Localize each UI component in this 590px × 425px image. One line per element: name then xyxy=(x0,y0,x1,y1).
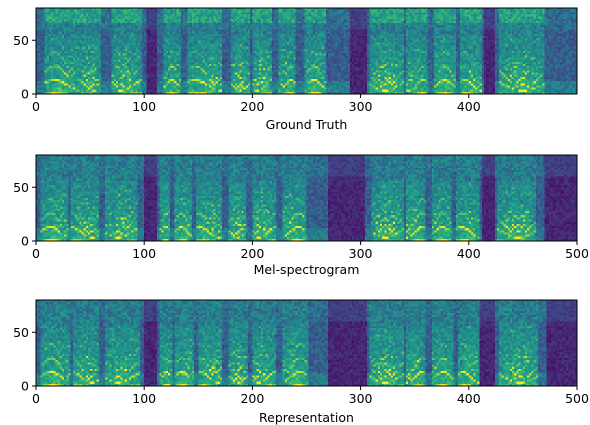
axes-frame xyxy=(35,299,578,387)
axes-frame xyxy=(35,154,578,242)
axes-frame xyxy=(35,7,578,95)
x-tick-label: 200 xyxy=(240,99,264,114)
spectrogram-panel-2: 0 100 200 300 400 500 0 50 Mel-spectrogram xyxy=(13,154,589,277)
x-tick-label: 400 xyxy=(457,99,481,114)
x-tick-label: 400 xyxy=(457,246,481,261)
x-tick-label: 100 xyxy=(132,391,156,406)
spectrogram-image xyxy=(36,8,577,94)
spectrogram-image xyxy=(36,155,577,241)
y-tick-label: 0 xyxy=(21,87,29,102)
x-tick-label: 0 xyxy=(32,391,40,406)
spectrogram-panels: 0 100 200 300 400 0 50 Ground Truth 0 100 200 300 40… xyxy=(13,7,589,425)
x-tick-label: 500 xyxy=(565,246,589,261)
spectrogram-panel-3: 0 100 200 300 400 500 0 50 Representation xyxy=(13,299,589,425)
x-tick-label: 300 xyxy=(349,391,373,406)
x-tick-label: 400 xyxy=(457,391,481,406)
x-tick-label: 100 xyxy=(132,246,156,261)
x-axis-label: Ground Truth xyxy=(266,117,348,132)
y-tick-label: 50 xyxy=(13,180,29,195)
x-axis-label: Mel-spectrogram xyxy=(254,262,360,277)
y-tick-label: 0 xyxy=(21,379,29,394)
x-tick-label: 300 xyxy=(349,99,373,114)
x-tick-label: 200 xyxy=(240,391,264,406)
x-tick-label: 300 xyxy=(349,246,373,261)
x-tick-label: 500 xyxy=(565,391,589,406)
y-tick-label: 50 xyxy=(13,33,29,48)
x-tick-label: 0 xyxy=(32,246,40,261)
x-tick-label: 0 xyxy=(32,99,40,114)
y-tick-label: 0 xyxy=(21,234,29,249)
spectrogram-panel-1: 0 100 200 300 400 0 50 Ground Truth xyxy=(13,7,578,132)
spectrogram-image xyxy=(36,300,577,386)
y-tick-label: 50 xyxy=(13,325,29,340)
x-axis-label: Representation xyxy=(259,410,354,425)
x-tick-label: 100 xyxy=(132,99,156,114)
x-tick-label: 200 xyxy=(240,246,264,261)
